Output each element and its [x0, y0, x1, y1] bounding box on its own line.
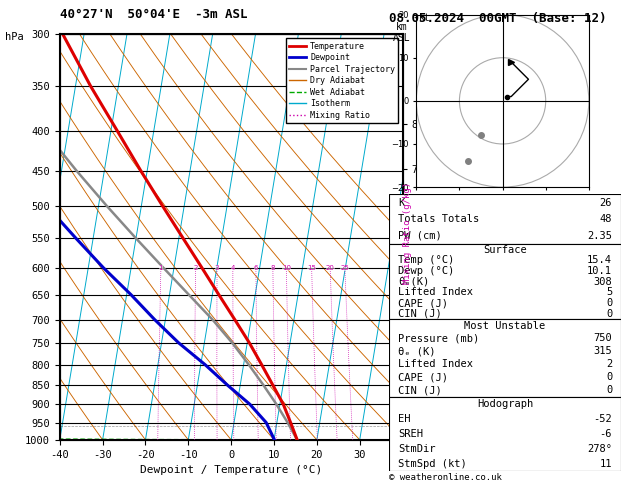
Legend: Temperature, Dewpoint, Parcel Trajectory, Dry Adiabat, Wet Adiabat, Isotherm, Mi: Temperature, Dewpoint, Parcel Trajectory…	[286, 38, 398, 123]
Text: 278°: 278°	[587, 444, 612, 454]
Text: Lifted Index: Lifted Index	[398, 287, 473, 297]
Bar	[389, 319, 621, 397]
Text: 5: 5	[606, 287, 612, 297]
Text: -6: -6	[599, 429, 612, 439]
Text: 750: 750	[593, 333, 612, 344]
Text: Pressure (mb): Pressure (mb)	[398, 333, 479, 344]
Bar	[389, 397, 621, 471]
Text: Mixing Ratio (g/kg): Mixing Ratio (g/kg)	[403, 182, 412, 284]
Text: 3: 3	[215, 265, 220, 271]
Text: 2: 2	[606, 359, 612, 369]
Text: Lifted Index: Lifted Index	[398, 359, 473, 369]
Text: LCL: LCL	[454, 421, 470, 431]
Text: 8: 8	[270, 265, 275, 271]
Text: 40°27'N  50°04'E  -3m ASL: 40°27'N 50°04'E -3m ASL	[60, 8, 247, 21]
Text: kt: kt	[418, 13, 430, 23]
Text: PW (cm): PW (cm)	[398, 231, 442, 241]
Text: θₑ(K): θₑ(K)	[398, 277, 429, 287]
Text: 0: 0	[606, 372, 612, 382]
Text: EH: EH	[398, 414, 411, 424]
Text: Surface: Surface	[483, 244, 527, 255]
X-axis label: Dewpoint / Temperature (°C): Dewpoint / Temperature (°C)	[140, 465, 322, 475]
Text: 10: 10	[282, 265, 291, 271]
Text: CAPE (J): CAPE (J)	[398, 372, 448, 382]
Text: 48: 48	[599, 214, 612, 225]
Text: CIN (J): CIN (J)	[398, 309, 442, 319]
Text: CAPE (J): CAPE (J)	[398, 298, 448, 308]
Text: θₑ (K): θₑ (K)	[398, 347, 435, 356]
Text: km: km	[396, 22, 407, 32]
Text: 2.35: 2.35	[587, 231, 612, 241]
Text: 26: 26	[599, 198, 612, 208]
Text: 0: 0	[606, 298, 612, 308]
Text: 15: 15	[307, 265, 316, 271]
Text: Most Unstable: Most Unstable	[464, 321, 546, 330]
Bar	[389, 194, 621, 244]
Text: Totals Totals: Totals Totals	[398, 214, 479, 225]
Text: Hodograph: Hodograph	[477, 399, 533, 409]
Bar	[389, 244, 621, 319]
Text: 4: 4	[231, 265, 235, 271]
Text: 25: 25	[340, 265, 349, 271]
Text: 0: 0	[606, 385, 612, 395]
Text: © weatheronline.co.uk: © weatheronline.co.uk	[389, 473, 501, 482]
Text: 308: 308	[593, 277, 612, 287]
Text: 1: 1	[159, 265, 163, 271]
Text: hPa: hPa	[5, 32, 24, 42]
Text: SREH: SREH	[398, 429, 423, 439]
Text: CIN (J): CIN (J)	[398, 385, 442, 395]
Text: -52: -52	[593, 414, 612, 424]
Text: 2: 2	[193, 265, 198, 271]
Text: 11: 11	[599, 459, 612, 469]
Text: 6: 6	[253, 265, 258, 271]
Text: ASL: ASL	[392, 33, 410, 43]
Text: 315: 315	[593, 347, 612, 356]
Text: StmDir: StmDir	[398, 444, 435, 454]
Text: K: K	[398, 198, 404, 208]
Text: 10.1: 10.1	[587, 266, 612, 276]
Text: 0: 0	[606, 309, 612, 319]
Text: Temp (°C): Temp (°C)	[398, 255, 454, 265]
Text: Dewp (°C): Dewp (°C)	[398, 266, 454, 276]
Text: 20: 20	[326, 265, 335, 271]
Text: 15.4: 15.4	[587, 255, 612, 265]
Text: StmSpd (kt): StmSpd (kt)	[398, 459, 467, 469]
Text: 08.05.2024  00GMT  (Base: 12): 08.05.2024 00GMT (Base: 12)	[389, 12, 606, 25]
